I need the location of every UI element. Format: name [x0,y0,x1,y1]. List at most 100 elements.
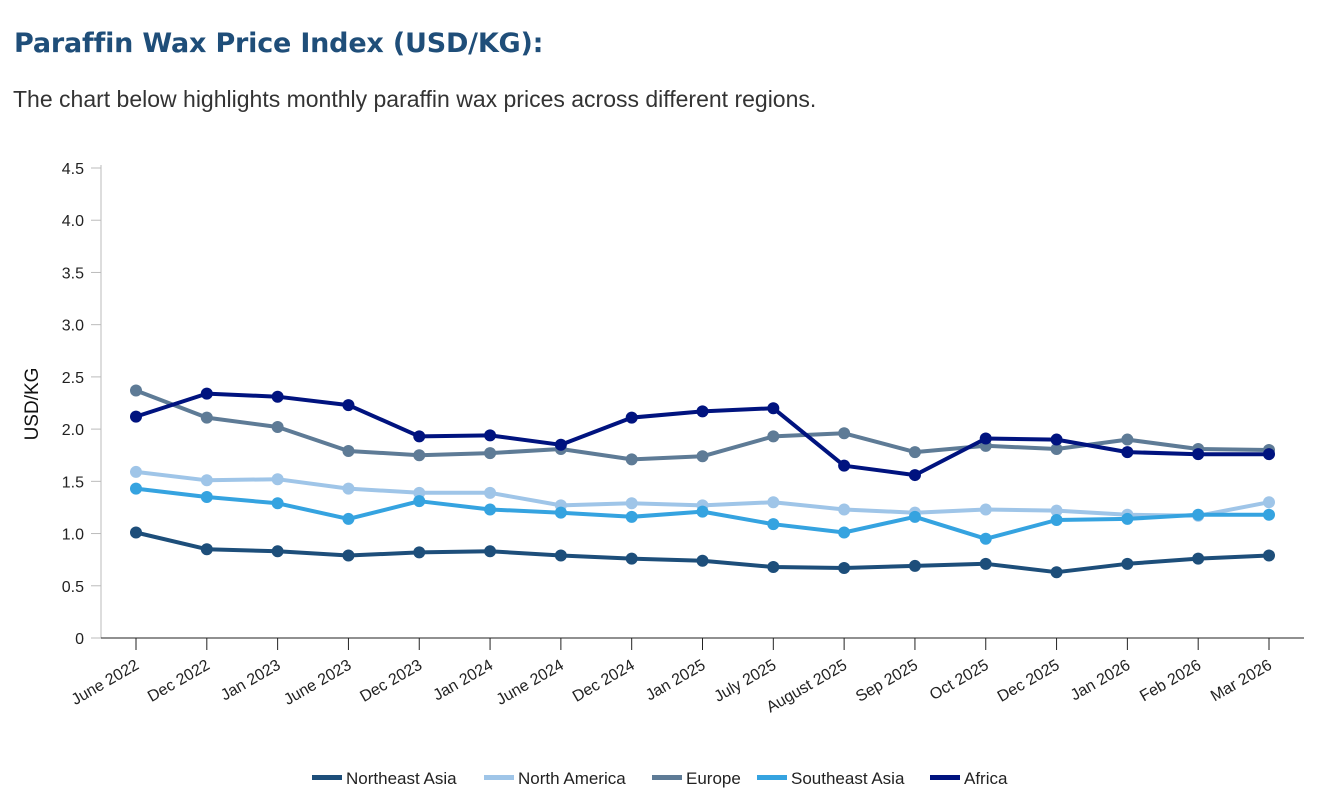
data-point-north-america [767,496,780,509]
x-tick-label: August 2025 [764,657,850,717]
y-tick-label: 1.0 [62,527,84,544]
data-point-africa [200,387,213,400]
data-point-europe [130,384,142,397]
data-point-africa [342,399,355,412]
page-title: Paraffin Wax Price Index (USD/KG): [14,28,544,59]
data-point-northeast-asia [1263,549,1275,562]
x-tick-label: Oct 2025 [927,657,992,704]
series-africa [130,387,1275,482]
data-point-africa [1121,446,1134,459]
data-point-northeast-asia [130,526,142,539]
x-tick-label: Dec 2022 [145,657,213,706]
legend-label: North America [518,769,626,788]
data-point-europe [838,427,851,440]
legend-swatch [312,775,342,780]
x-tick-label: June 2023 [281,657,354,709]
legend-label: Europe [686,769,741,788]
x-tick-label: Dec 2023 [357,657,425,706]
data-point-africa [130,410,142,423]
data-point-northeast-asia [979,557,992,570]
data-point-southeast-asia [1050,513,1063,526]
data-point-africa [271,390,284,403]
data-point-northeast-asia [1192,552,1205,565]
data-point-africa [625,411,638,424]
data-point-northeast-asia [554,549,567,562]
data-point-northeast-asia [484,545,497,558]
data-point-northeast-asia [1050,566,1063,579]
data-point-northeast-asia [271,545,284,558]
legend: Northeast Asia North America Europe Southea… [312,769,1008,788]
x-tick-label: Dec 2025 [995,657,1063,706]
data-point-northeast-asia [908,559,921,572]
y-tick-label: 1.5 [62,474,84,491]
data-point-africa [979,432,992,445]
series-southeast-asia [130,482,1275,545]
x-tick-label: Feb 2026 [1137,657,1204,706]
data-point-southeast-asia [130,482,142,495]
data-point-southeast-asia [413,495,426,508]
y-ticks: 0 0.5 1.0 1.5 2.0 2.5 3.0 3.5 4.0 4.5 [62,161,101,648]
y-tick-label: 3.0 [62,318,84,335]
legend-swatch [484,775,514,780]
data-point-southeast-asia [554,506,567,519]
data-point-europe [484,447,497,460]
y-tick-label: 4.5 [62,161,84,178]
data-point-northeast-asia [838,562,851,575]
data-point-northeast-asia [342,549,355,562]
data-point-europe [767,430,780,443]
x-tick-label: June 2024 [494,657,567,709]
series-europe [130,384,1275,466]
y-tick-label: 3.5 [62,265,84,282]
data-point-southeast-asia [696,505,709,518]
data-point-africa [1263,448,1275,461]
data-point-africa [1050,433,1063,446]
data-point-southeast-asia [200,491,213,503]
data-point-southeast-asia [979,532,992,545]
data-point-africa [554,438,567,451]
y-tick-label: 2.5 [62,370,84,387]
x-tick-label: June 2022 [69,657,142,709]
x-tick-label: Jan 2024 [431,657,497,705]
data-point-north-america [271,473,284,486]
data-point-africa [908,469,921,482]
data-point-europe [342,445,355,458]
data-point-southeast-asia [1121,512,1134,525]
data-point-northeast-asia [200,543,213,556]
data-point-europe [271,421,284,434]
x-tick-label: Dec 2024 [570,657,638,706]
data-point-north-america [484,486,497,499]
page-subtitle: The chart below highlights monthly paraf… [13,86,817,112]
data-point-north-america [979,503,992,516]
legend-swatch [930,775,960,780]
data-point-europe [413,449,426,462]
y-tick-label: 4.0 [62,213,84,230]
data-point-southeast-asia [625,510,638,523]
legend-item-europe: Europe [652,769,741,788]
y-tick-label: 0.5 [62,579,84,596]
x-tick-label: Jan 2026 [1068,657,1134,705]
legend-item-north-america: North America [484,769,626,788]
data-point-southeast-asia [767,518,780,531]
y-axis: 0 0.5 1.0 1.5 2.0 2.5 3.0 3.5 4.0 4.5 [62,161,102,648]
data-point-north-america [1050,504,1063,517]
data-point-africa [838,459,851,472]
data-point-northeast-asia [625,552,638,565]
series-northeast-asia [130,526,1275,579]
data-point-europe [1050,442,1063,455]
y-tick-label: 0 [75,631,84,648]
legend-label: Northeast Asia [346,769,457,788]
data-point-southeast-asia [1263,508,1275,521]
x-tick-label: Jan 2023 [218,657,284,705]
data-point-europe [908,446,921,459]
data-point-europe [200,411,213,424]
legend-label: Africa [964,769,1008,788]
data-point-europe [696,450,709,463]
data-point-north-america [625,497,638,510]
data-point-africa [767,402,780,415]
data-point-southeast-asia [908,510,921,523]
data-point-north-america [342,482,355,495]
data-point-europe [1121,433,1134,446]
